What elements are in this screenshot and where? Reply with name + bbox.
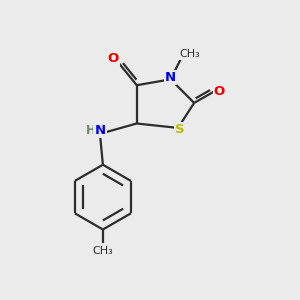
Text: O: O: [108, 52, 119, 65]
Text: S: S: [175, 123, 184, 136]
Text: N: N: [94, 124, 106, 137]
Text: N: N: [165, 71, 176, 84]
Text: O: O: [214, 85, 225, 98]
Text: CH₃: CH₃: [179, 49, 200, 59]
Text: CH₃: CH₃: [92, 246, 113, 256]
Text: H: H: [86, 124, 96, 137]
